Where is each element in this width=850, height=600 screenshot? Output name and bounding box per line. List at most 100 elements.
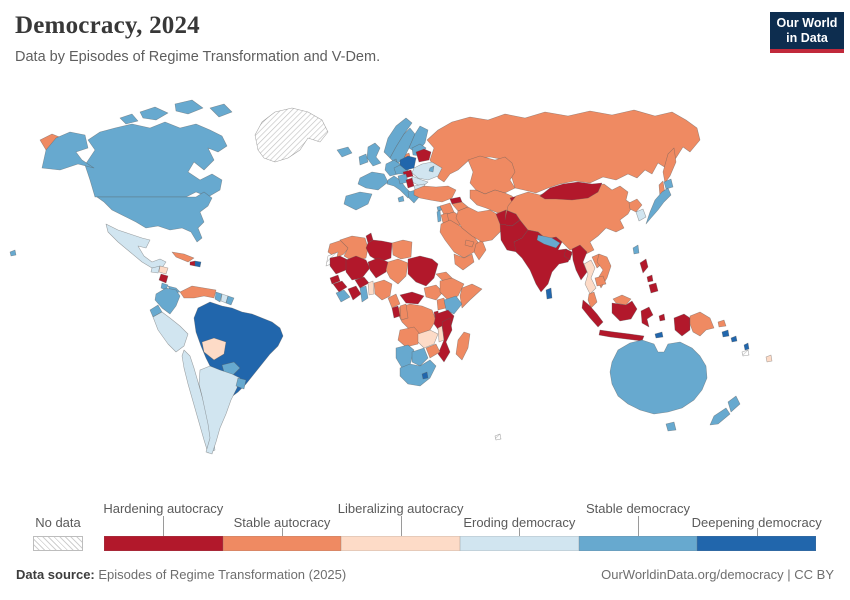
country-vanuatu[interactable] bbox=[743, 342, 750, 351]
country-united-kingdom[interactable] bbox=[366, 142, 382, 167]
country-malaysia[interactable] bbox=[587, 291, 632, 309]
country-north-korea[interactable] bbox=[628, 198, 643, 213]
legend-segment-stable_democracy[interactable] bbox=[578, 536, 698, 551]
country-spain-portugal[interactable] bbox=[343, 191, 373, 211]
legend-segment-liberalizing_autocracy[interactable] bbox=[341, 536, 461, 551]
country-cote-divoire[interactable] bbox=[347, 285, 362, 301]
country-ghana[interactable] bbox=[359, 285, 369, 303]
country-guinea[interactable] bbox=[332, 280, 348, 293]
country-usa[interactable] bbox=[96, 191, 213, 243]
country-ireland[interactable] bbox=[358, 153, 369, 166]
country-moldova[interactable] bbox=[428, 165, 435, 173]
country-chad[interactable] bbox=[385, 258, 409, 285]
legend-color-bar bbox=[104, 536, 817, 551]
legend-segment-stable_autocracy[interactable] bbox=[222, 536, 342, 551]
country-guatemala[interactable] bbox=[150, 265, 161, 274]
country-zambia[interactable] bbox=[417, 329, 439, 349]
country-south-sudan[interactable] bbox=[423, 284, 444, 301]
country-thailand[interactable] bbox=[583, 259, 597, 295]
country-sudan[interactable] bbox=[407, 255, 439, 287]
country-haiti[interactable] bbox=[189, 260, 196, 267]
legend-tick-stable_democracy bbox=[638, 516, 639, 536]
country-senegal[interactable] bbox=[329, 274, 341, 285]
country-belarus[interactable] bbox=[415, 148, 432, 163]
country-japan[interactable] bbox=[645, 178, 674, 225]
country-papua-new-guinea[interactable] bbox=[689, 311, 727, 337]
country-nicaragua[interactable] bbox=[158, 273, 169, 284]
legend-segment-eroding_democracy[interactable] bbox=[460, 536, 579, 551]
country-ukraine[interactable] bbox=[411, 161, 443, 181]
country-botswana[interactable] bbox=[411, 347, 429, 367]
country-myanmar[interactable] bbox=[571, 244, 588, 281]
country-east-timor[interactable] bbox=[654, 331, 664, 339]
owid-logo[interactable]: Our World in Data bbox=[770, 12, 844, 53]
country-bangladesh[interactable] bbox=[563, 248, 573, 261]
country-mongolia[interactable] bbox=[539, 181, 603, 201]
country-french-southern-territories[interactable] bbox=[494, 433, 502, 441]
country-australia[interactable] bbox=[609, 339, 708, 432]
country-honduras[interactable] bbox=[158, 265, 169, 275]
country-fiji[interactable] bbox=[765, 354, 773, 363]
country-kenya[interactable] bbox=[443, 295, 463, 315]
country-gabon[interactable] bbox=[391, 305, 401, 319]
legend-no-data-swatch[interactable] bbox=[33, 536, 83, 551]
country-usa-hawaii[interactable] bbox=[9, 249, 17, 257]
country-new-caledonia[interactable] bbox=[741, 349, 750, 357]
country-kazakhstan[interactable] bbox=[467, 155, 516, 195]
country-mauritania[interactable] bbox=[329, 255, 349, 275]
country-yemen[interactable] bbox=[453, 253, 475, 271]
country-new-zealand[interactable] bbox=[709, 395, 741, 426]
country-iceland[interactable] bbox=[336, 146, 353, 158]
country-zimbabwe[interactable] bbox=[425, 343, 441, 359]
country-uae[interactable] bbox=[464, 239, 475, 248]
country-philippines[interactable] bbox=[639, 258, 659, 294]
country-greenland[interactable] bbox=[254, 107, 329, 163]
country-sierra-leone-liberia[interactable] bbox=[335, 289, 351, 303]
country-lesotho[interactable] bbox=[421, 371, 429, 380]
country-algeria[interactable] bbox=[339, 235, 369, 263]
country-bolivia[interactable] bbox=[201, 337, 227, 361]
country-mozambique[interactable] bbox=[437, 317, 453, 363]
legend-segment-hardening_autocracy[interactable] bbox=[104, 536, 223, 551]
country-cameroon[interactable] bbox=[387, 293, 401, 309]
country-taiwan[interactable] bbox=[632, 244, 640, 255]
country-peru[interactable] bbox=[152, 311, 189, 353]
country-guyana[interactable] bbox=[214, 291, 223, 303]
country-benin-togo[interactable] bbox=[367, 280, 375, 296]
country-colombia[interactable] bbox=[154, 287, 181, 315]
country-niger[interactable] bbox=[367, 257, 389, 279]
country-canada[interactable] bbox=[84, 99, 233, 198]
country-iran[interactable] bbox=[455, 206, 507, 243]
country-somalia[interactable] bbox=[459, 283, 483, 309]
country-ethiopia[interactable] bbox=[439, 277, 465, 301]
country-madagascar[interactable] bbox=[455, 331, 471, 361]
country-turkey[interactable] bbox=[413, 185, 457, 203]
country-usa-alaska[interactable] bbox=[41, 131, 95, 171]
country-cuba[interactable] bbox=[171, 251, 195, 263]
country-mali[interactable] bbox=[345, 255, 371, 281]
country-central-african-republic[interactable] bbox=[399, 291, 425, 305]
country-russia[interactable] bbox=[426, 109, 701, 194]
country-french-guiana[interactable] bbox=[225, 295, 235, 306]
country-egypt[interactable] bbox=[391, 239, 413, 260]
country-france[interactable] bbox=[357, 171, 389, 191]
country-cambodia[interactable] bbox=[594, 275, 607, 287]
country-mexico[interactable] bbox=[105, 223, 167, 269]
country-indonesia[interactable] bbox=[581, 299, 691, 342]
country-nepal[interactable] bbox=[536, 234, 561, 249]
country-congo[interactable] bbox=[399, 303, 409, 321]
country-solomon-islands[interactable] bbox=[721, 329, 738, 343]
country-dominican-republic[interactable] bbox=[194, 260, 202, 268]
country-sri-lanka[interactable] bbox=[545, 287, 553, 300]
footer-link[interactable]: OurWorldinData.org/democracy | CC BY bbox=[601, 567, 834, 582]
country-south-africa[interactable] bbox=[399, 359, 437, 387]
country-nigeria[interactable] bbox=[373, 279, 393, 301]
country-south-korea[interactable] bbox=[635, 208, 647, 222]
country-argentina[interactable] bbox=[198, 365, 241, 455]
country-uruguay[interactable] bbox=[235, 377, 247, 390]
country-angola[interactable] bbox=[397, 326, 421, 348]
country-venezuela[interactable] bbox=[179, 285, 217, 299]
country-israel[interactable] bbox=[436, 209, 442, 223]
country-libya[interactable] bbox=[365, 239, 393, 263]
legend-segment-deepening_democracy[interactable] bbox=[697, 536, 817, 551]
